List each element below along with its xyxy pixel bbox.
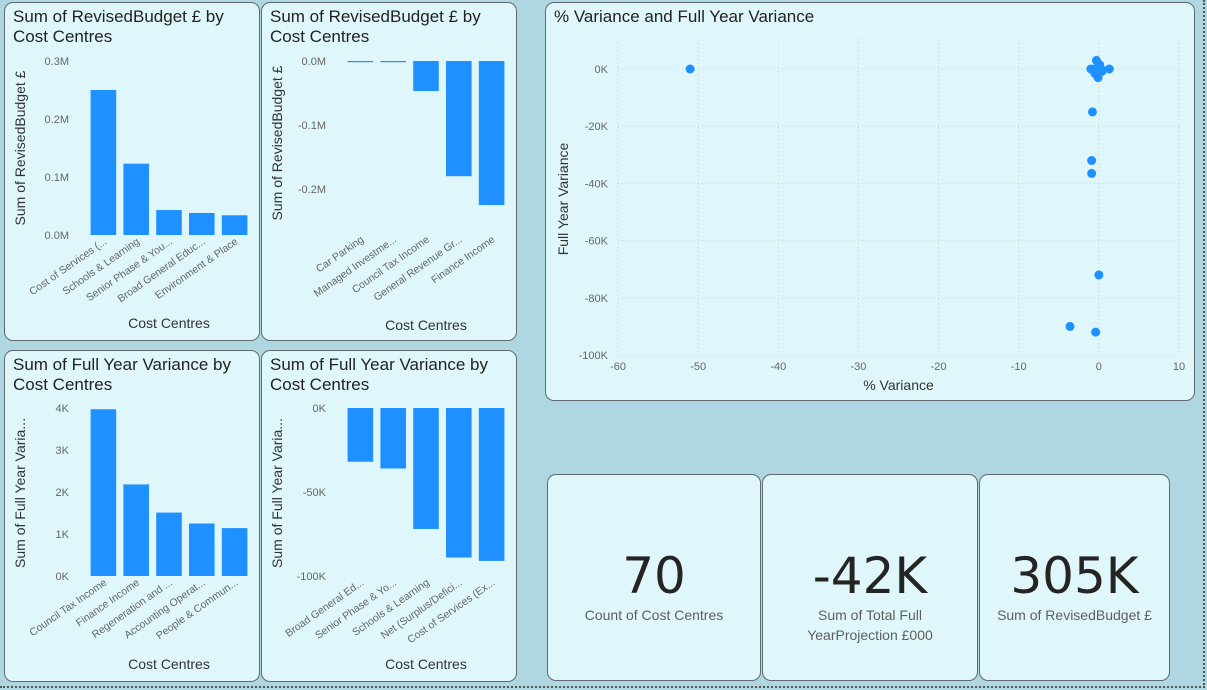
y-tick-label: 0.1M — [45, 172, 69, 184]
x-tick-label: -10 — [1011, 361, 1027, 373]
scatter-point — [1104, 64, 1114, 74]
chart-title: Sum of RevisedBudget £ by Cost Centres — [270, 7, 481, 46]
bar — [446, 61, 472, 177]
x-axis-label: Cost Centres — [128, 315, 210, 331]
y-axis-label: Sum of Full Year Varia... — [269, 418, 285, 568]
y-tick-label: 0.0M — [302, 56, 326, 68]
frame-border-right — [1202, 0, 1205, 688]
bar — [347, 61, 374, 63]
y-tick-label: 0.0M — [45, 230, 69, 242]
kpi-label: Sum of Total Full YearProjection £000 — [807, 607, 933, 643]
bar — [446, 408, 472, 558]
x-axis-label: Cost Centres — [128, 656, 210, 672]
kpi-label: Sum of RevisedBudget £ — [997, 607, 1152, 623]
bar — [221, 215, 248, 235]
kpi-label: Count of Cost Centres — [584, 607, 724, 623]
kpi-value: -42K — [812, 547, 928, 605]
x-tick-label: -30 — [850, 361, 866, 373]
y-tick-label: -20K — [585, 121, 609, 133]
scatter-point — [1091, 327, 1101, 337]
chart-card-full-year-variance-positive[interactable]: Sum of Full Year Variance by Cost Centre… — [4, 350, 260, 682]
bar — [189, 523, 215, 576]
bar — [156, 210, 182, 235]
scatter-point — [1087, 107, 1097, 117]
chart-card-revised-budget-positive[interactable]: Sum of RevisedBudget £ by Cost Centres 0… — [4, 2, 260, 341]
bar — [90, 409, 117, 576]
kpi-value: 305K — [1010, 547, 1139, 605]
y-tick-label: -60K — [585, 236, 609, 248]
y-tick-label: -50K — [303, 487, 327, 499]
bar — [123, 484, 149, 576]
y-tick-label: 0K — [313, 403, 327, 415]
x-tick-label: -60 — [610, 361, 626, 373]
x-tick-label: -20 — [931, 361, 947, 373]
x-axis-label: Cost Centres — [385, 317, 467, 333]
x-axis-label: % Variance — [863, 377, 934, 393]
kpi-card-count-cost-centres[interactable]: 70 Count of Cost Centres — [547, 474, 761, 681]
y-tick-label: 0K — [56, 571, 70, 583]
chart-title: % Variance and Full Year Variance — [554, 7, 815, 26]
bar-chart-revised-budget-positive: 0.0M 0.1M 0.2M 0.3M Sum of RevisedBudget £ Co… — [12, 56, 248, 331]
y-tick-label: -0.1M — [298, 120, 326, 132]
bar — [478, 408, 505, 561]
chart-title: Sum of Full Year Variance by Cost Centre… — [13, 355, 231, 394]
bar — [189, 212, 215, 235]
y-tick-label: 2K — [56, 487, 70, 499]
x-tick-label: -40 — [770, 361, 786, 373]
bar — [123, 163, 149, 235]
y-tick-label: -100K — [579, 350, 609, 362]
x-axis-label: Cost Centres — [385, 656, 467, 672]
y-tick-label: 0K — [595, 64, 609, 76]
y-axis-label: Sum of RevisedBudget £ — [12, 70, 28, 225]
scatter-point — [1094, 270, 1104, 280]
bar — [413, 408, 439, 529]
x-tick-label: -50 — [690, 361, 706, 373]
y-tick-label: -100K — [297, 571, 327, 583]
scatter-point — [1087, 168, 1097, 178]
bar — [478, 61, 505, 205]
y-tick-label: 1K — [56, 529, 70, 541]
y-tick-label: 0.2M — [45, 114, 69, 126]
scatter-point — [685, 64, 695, 74]
y-tick-label: -40K — [585, 178, 609, 190]
x-tick-label: 0 — [1096, 361, 1102, 373]
chart-card-variance-scatter[interactable]: % Variance and Full Year Variance -60 -50… — [545, 2, 1195, 401]
y-tick-label: -0.2M — [298, 184, 326, 196]
bar — [156, 512, 182, 576]
x-tick-label: 10 — [1173, 361, 1185, 373]
scatter-point — [1065, 321, 1075, 331]
bar — [221, 528, 248, 576]
scatter-point — [1093, 73, 1103, 83]
kpi-card-total-full-year-projection[interactable]: -42K Sum of Total Full YearProjection £0… — [762, 474, 978, 681]
y-tick-label: 3K — [56, 445, 70, 457]
bar — [347, 408, 374, 462]
y-tick-label: 4K — [56, 403, 70, 415]
kpi-card-revised-budget[interactable]: 305K Sum of RevisedBudget £ — [979, 474, 1170, 681]
kpi-value: 70 — [622, 547, 686, 605]
y-tick-label: -80K — [585, 293, 609, 305]
bar — [90, 90, 117, 235]
bar — [413, 61, 439, 92]
scatter-chart-variance: -60 -50 -40 -30 -20 -10 0 10 0K -20K -40K -60K -80K -… — [555, 39, 1185, 393]
chart-title: Sum of RevisedBudget £ by Cost Centres — [13, 7, 224, 46]
bar — [380, 61, 406, 63]
chart-card-full-year-variance-negative[interactable]: Sum of Full Year Variance by Cost Centre… — [261, 350, 517, 682]
chart-card-revised-budget-negative[interactable]: Sum of RevisedBudget £ by Cost Centres 0… — [261, 2, 517, 341]
frame-border-bottom — [0, 685, 1205, 688]
y-axis-label: Full Year Variance — [555, 142, 571, 255]
scatter-point — [1087, 156, 1097, 166]
bar — [380, 408, 406, 469]
y-tick-label: 0.3M — [45, 56, 69, 68]
y-axis-label: Sum of Full Year Varia... — [12, 418, 28, 568]
chart-title: Sum of Full Year Variance by Cost Centre… — [270, 355, 488, 394]
y-axis-label: Sum of RevisedBudget £ — [269, 65, 285, 220]
